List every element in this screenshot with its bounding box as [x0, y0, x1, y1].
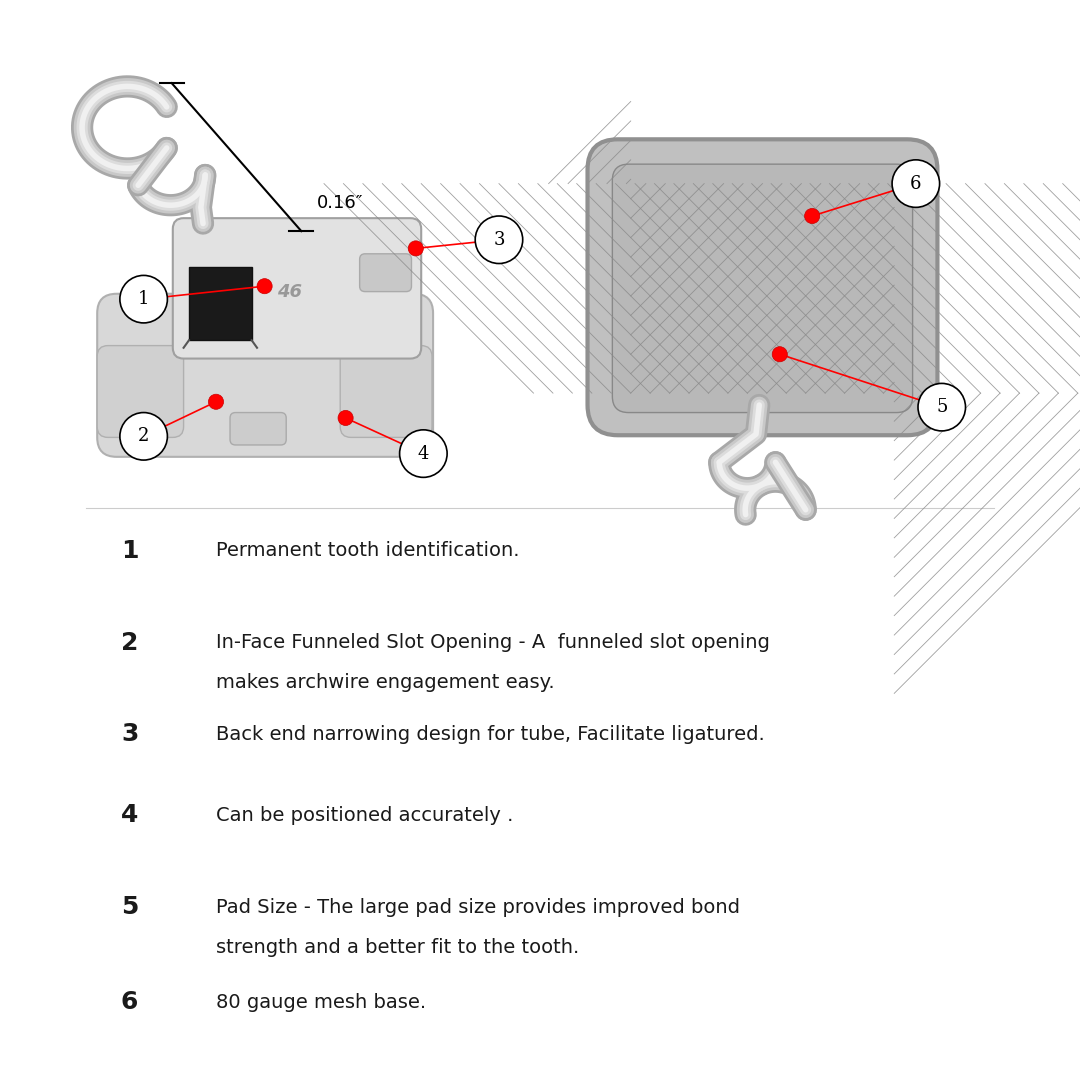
Text: 46: 46 [276, 283, 302, 300]
Text: Back end narrowing design for tube, Facilitate ligatured.: Back end narrowing design for tube, Faci… [216, 725, 765, 744]
FancyBboxPatch shape [97, 294, 433, 457]
Circle shape [120, 413, 167, 460]
Text: Pad Size - The large pad size provides improved bond: Pad Size - The large pad size provides i… [216, 897, 740, 917]
Text: 1: 1 [121, 539, 138, 563]
Circle shape [338, 410, 353, 426]
Text: 0.16″: 0.16″ [316, 194, 364, 212]
Circle shape [918, 383, 966, 431]
FancyBboxPatch shape [189, 267, 252, 340]
Text: In-Face Funneled Slot Opening - A  funneled slot opening: In-Face Funneled Slot Opening - A funnel… [216, 633, 770, 652]
Text: Can be positioned accurately .: Can be positioned accurately . [216, 806, 513, 825]
Text: 3: 3 [494, 231, 504, 248]
Circle shape [475, 216, 523, 264]
Text: 80 gauge mesh base.: 80 gauge mesh base. [216, 993, 427, 1012]
Text: 2: 2 [138, 428, 149, 445]
Text: 6: 6 [910, 175, 921, 192]
Text: Permanent tooth identification.: Permanent tooth identification. [216, 541, 519, 561]
FancyBboxPatch shape [588, 139, 937, 435]
Circle shape [400, 430, 447, 477]
FancyBboxPatch shape [612, 164, 913, 413]
Text: strength and a better fit to the tooth.: strength and a better fit to the tooth. [216, 937, 579, 957]
FancyBboxPatch shape [340, 346, 432, 437]
Text: 5: 5 [121, 895, 138, 919]
FancyBboxPatch shape [173, 218, 421, 359]
Text: 6: 6 [121, 990, 138, 1014]
Text: 3: 3 [121, 723, 138, 746]
Circle shape [120, 275, 167, 323]
Circle shape [772, 347, 787, 362]
FancyBboxPatch shape [360, 254, 411, 292]
Circle shape [805, 208, 820, 224]
Text: 5: 5 [936, 399, 947, 416]
Circle shape [208, 394, 224, 409]
FancyBboxPatch shape [97, 346, 184, 437]
Circle shape [892, 160, 940, 207]
Circle shape [257, 279, 272, 294]
Text: makes archwire engagement easy.: makes archwire engagement easy. [216, 673, 555, 692]
Text: 2: 2 [121, 631, 138, 654]
Text: 4: 4 [121, 804, 138, 827]
FancyBboxPatch shape [230, 413, 286, 445]
Circle shape [408, 241, 423, 256]
Text: 1: 1 [138, 291, 149, 308]
Text: 4: 4 [418, 445, 429, 462]
